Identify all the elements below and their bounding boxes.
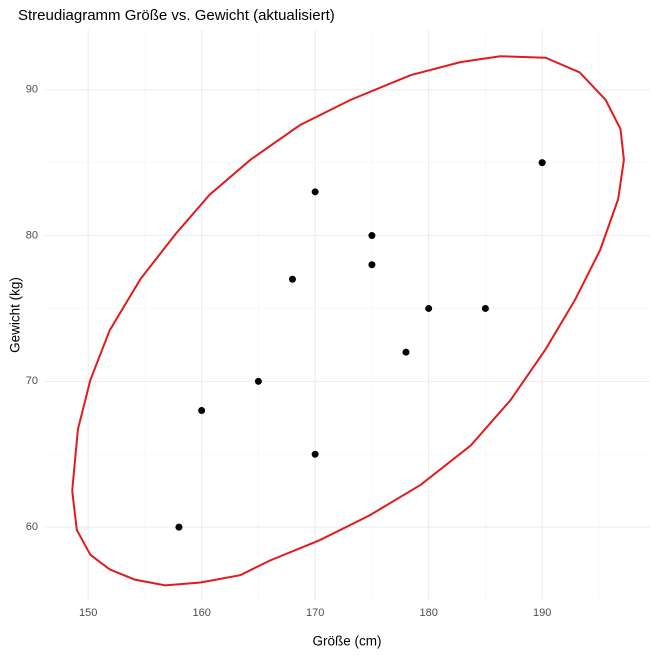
point	[288, 275, 296, 283]
point	[368, 232, 376, 240]
chart-title: Streudiagramm Größe vs. Gewicht (aktuali…	[18, 7, 335, 24]
point	[175, 523, 183, 531]
ellipse	[71, 55, 625, 587]
point	[311, 188, 319, 196]
point	[198, 406, 206, 414]
x-tick-label: 180	[419, 607, 437, 619]
y-tick-label: 60	[26, 521, 38, 533]
x-tick-label: 160	[192, 607, 210, 619]
point	[254, 377, 262, 385]
point	[402, 348, 410, 356]
point	[538, 159, 546, 167]
point	[311, 450, 319, 458]
y-axis-label: Gewicht (kg)	[8, 277, 23, 353]
y-tick-label: 70	[26, 375, 38, 387]
point	[481, 304, 489, 312]
x-axis-label: Größe (cm)	[313, 634, 382, 649]
y-tick-label: 80	[26, 229, 38, 241]
x-tick-label: 170	[306, 607, 324, 619]
point	[368, 261, 376, 269]
y-tick-label: 90	[26, 84, 38, 96]
x-tick-label: 190	[533, 607, 551, 619]
x-tick-label: 150	[79, 607, 97, 619]
point	[425, 304, 433, 312]
